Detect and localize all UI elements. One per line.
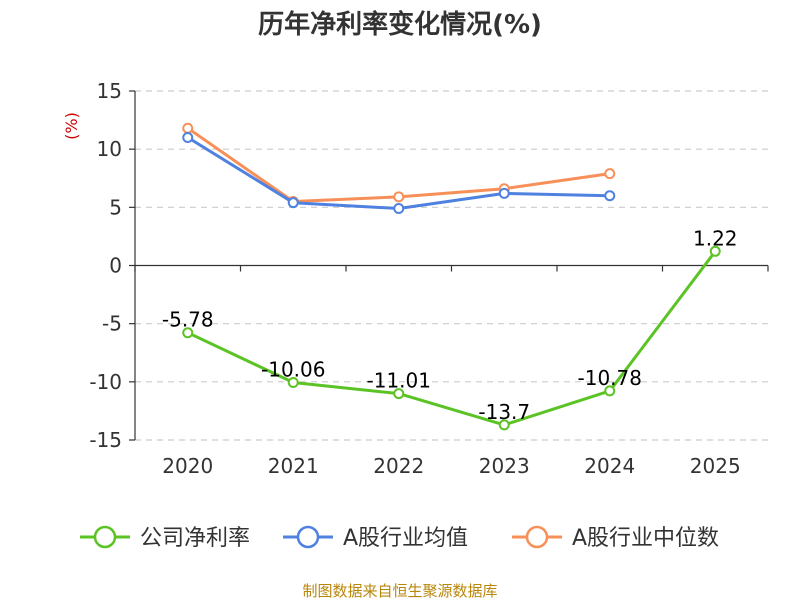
legend-swatch-marker-0 <box>93 525 117 549</box>
point-s1-2023 <box>498 187 510 199</box>
series-line-0 <box>186 249 717 427</box>
x-tick-label-2023: 2023 <box>479 454 530 478</box>
x-tick-label-2021: 2021 <box>268 454 319 478</box>
y-tick-label-1: 10 <box>97 137 122 161</box>
legend-swatch-marker-1 <box>296 525 320 549</box>
point-s0-2023 <box>498 419 510 431</box>
legend-item-2[interactable]: A股行业中位数 <box>512 525 719 551</box>
source-note: 制图数据来自恒生聚源数据库 <box>302 582 497 600</box>
point-s0-2020 <box>182 327 194 339</box>
legend-item-0[interactable]: 公司净利率 <box>80 525 250 551</box>
series-line-2 <box>186 126 612 203</box>
point-s1-2021 <box>287 197 299 209</box>
legend: 公司净利率 A股行业均值 A股行业中位数 <box>80 525 719 551</box>
point-s2-2022 <box>393 191 405 203</box>
point-s2-2020 <box>182 122 194 134</box>
series-lines <box>182 122 721 431</box>
legend-item-1[interactable]: A股行业均值 <box>283 525 468 551</box>
point-s2-2024 <box>604 168 616 180</box>
y-tick-label-2: 5 <box>109 195 122 219</box>
legend-label-2: A股行业中位数 <box>572 526 719 551</box>
point-s0-2022 <box>393 388 405 400</box>
point-s1-2024 <box>604 190 616 202</box>
y-tick-label-0: 15 <box>97 79 122 103</box>
legend-label-1: A股行业均值 <box>343 526 468 551</box>
point-s1-2020 <box>182 132 194 144</box>
data-label-2022: -11.01 <box>367 369 431 393</box>
point-s0-2025 <box>709 245 721 257</box>
point-s0-2024 <box>604 385 616 397</box>
data-label-2023: -13.7 <box>478 400 530 424</box>
data-label-2020: -5.78 <box>162 308 214 332</box>
data-label-2024: -10.78 <box>578 366 642 390</box>
chart-title: 历年净利率变化情况(%) <box>258 9 542 40</box>
data-label-2021: -10.06 <box>261 358 325 382</box>
x-tick-label-2022: 2022 <box>373 454 424 478</box>
data-labels: -5.78 -10.06 -11.01 -13.7 -10.78 1.22 <box>162 226 738 424</box>
y-axis-unit: (%) <box>62 112 81 140</box>
x-tick-label-2020: 2020 <box>162 454 213 478</box>
x-tick-label-2024: 2024 <box>584 454 635 478</box>
y-tick-label-6: -15 <box>89 428 122 452</box>
point-s1-2022 <box>393 202 405 214</box>
y-tick-label-4: -5 <box>102 312 122 336</box>
point-s0-2021 <box>287 377 299 389</box>
x-tick-label-2025: 2025 <box>690 454 741 478</box>
data-label-2025: 1.22 <box>693 226 738 250</box>
legend-label-0: 公司净利率 <box>140 526 250 551</box>
legend-swatch-marker-2 <box>525 525 549 549</box>
y-tick-label-5: -10 <box>89 370 122 394</box>
y-tick-label-3: 0 <box>109 254 122 278</box>
axes: 15 10 5 0 -5 -10 -15 2020 2021 2022 2023 2024 2025 <box>89 79 769 478</box>
